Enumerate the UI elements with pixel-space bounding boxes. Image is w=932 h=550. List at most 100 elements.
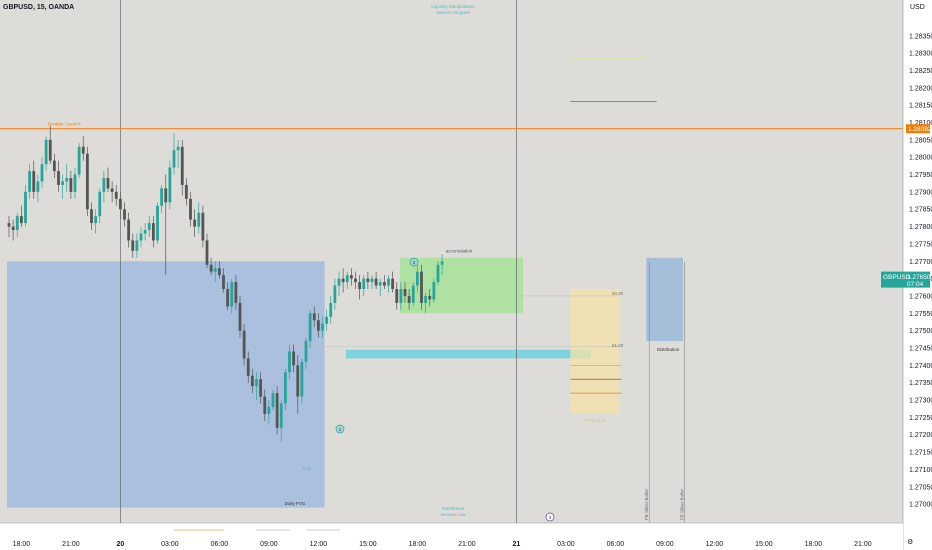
candle-body — [255, 379, 258, 387]
time-tick-2: 20 — [116, 541, 124, 548]
last-price-countdown: 07:04 — [907, 281, 924, 288]
candle-body — [300, 361, 304, 397]
vert-label-1: FB Silver Bullet — [644, 488, 649, 520]
distribution-label: Distribution — [657, 347, 680, 352]
symbol-title[interactable]: GBPUSD, 15, OANDA — [3, 4, 74, 11]
price-tick-19: 1.27400 — [909, 363, 932, 370]
price-tick-21: 1.27300 — [909, 398, 932, 405]
candle-body — [85, 153, 89, 210]
candle-body — [263, 396, 267, 414]
candle-body — [164, 188, 168, 203]
candle-body — [48, 139, 52, 161]
price-tick-2: 1.28250 — [909, 68, 932, 75]
candle-body — [374, 278, 378, 286]
candle-body — [94, 216, 98, 224]
zone-target-box — [570, 289, 620, 414]
price-tick-23: 1.27200 — [909, 432, 932, 439]
price-tick-1: 1.28300 — [909, 51, 932, 58]
candle-body — [57, 171, 60, 185]
time-tick-17: 21:00 — [854, 541, 872, 548]
candle-body — [308, 313, 312, 342]
top-note-2: session Stopped — [436, 10, 470, 15]
candle-body — [197, 212, 201, 227]
candle-body — [411, 285, 415, 303]
price-tick-9: 1.27900 — [909, 189, 932, 196]
time-tick-4: 06:00 — [211, 541, 229, 548]
time-tick-6: 12:00 — [310, 541, 328, 548]
time-tick-9: 21:00 — [458, 541, 476, 548]
candle-body — [226, 289, 230, 307]
settings-icon[interactable]: ⚙ — [907, 538, 913, 546]
candle-body — [358, 282, 362, 290]
candle-body — [275, 393, 279, 428]
last-price-symbol: GBPUSD — [883, 274, 911, 281]
candle-body — [147, 223, 151, 231]
candle-body — [288, 351, 291, 373]
candle-body — [349, 275, 353, 279]
candle-body — [296, 365, 300, 397]
price-tick-16: 1.27550 — [909, 311, 932, 318]
time-scale[interactable] — [0, 523, 903, 550]
candle-body — [151, 223, 155, 241]
candle-body — [366, 278, 370, 283]
candle-body — [217, 268, 221, 276]
candle-body — [81, 146, 85, 154]
last-price-tag: GBPUSD 1.27650 07:04 — [881, 271, 931, 288]
price-tick-24: 1.27150 — [909, 450, 932, 457]
candle-body — [378, 282, 382, 286]
price-tick-17: 1.27500 — [909, 328, 932, 335]
candle-body — [189, 198, 192, 220]
time-tick-12: 06:00 — [607, 541, 625, 548]
candle-body — [415, 271, 419, 286]
time-tick-14: 12:00 — [706, 541, 724, 548]
last-price-value: 1.27650 — [907, 274, 931, 281]
candle-body — [341, 278, 345, 283]
candle-body — [135, 240, 139, 251]
time-tick-8: 18:00 — [409, 541, 427, 548]
candle-body — [98, 191, 102, 217]
candle-body — [279, 403, 283, 428]
marker-2-text: 2 — [413, 260, 416, 265]
candle-body — [106, 178, 110, 189]
time-tick-3: 03:00 — [161, 541, 179, 548]
candle-body — [391, 278, 395, 290]
price-tick-13: 1.27700 — [909, 259, 932, 266]
price-tick-0: 1.28350 — [909, 33, 932, 40]
price-tick-18: 1.27450 — [909, 346, 932, 353]
vert-label-2: FB Silver Bullet — [680, 488, 685, 520]
marker-1-text: 1 — [339, 427, 342, 432]
time-tick-1: 21:00 — [62, 541, 80, 548]
candle-body — [250, 375, 254, 387]
candle-body — [24, 191, 27, 224]
candle-body — [246, 358, 250, 376]
candle-body — [234, 282, 238, 303]
candle-body — [32, 171, 36, 192]
candle-body — [337, 278, 341, 286]
day-separators — [120, 0, 685, 523]
candle-body — [201, 212, 205, 241]
zone-daily-fvg — [6, 261, 325, 508]
candle-body — [172, 150, 176, 168]
candle-body — [36, 181, 40, 192]
candle-body — [15, 216, 19, 231]
bottom-note-1: Distribution — [442, 506, 465, 511]
key-level-label: Breaker / pool H — [48, 122, 81, 127]
candle-body — [424, 295, 428, 303]
candle-body — [436, 264, 440, 283]
candle-body — [61, 181, 65, 185]
time-tick-15: 15:00 — [755, 541, 773, 548]
candle-body — [304, 341, 308, 362]
price-tick-26: 1.27050 — [909, 484, 932, 491]
candle-body — [114, 191, 118, 199]
marker-2 — [409, 257, 419, 267]
candle-body — [259, 379, 263, 397]
candle-body — [7, 223, 11, 227]
candle-body — [312, 313, 316, 321]
candle-body — [230, 282, 234, 307]
candle-body — [267, 406, 271, 414]
candle-body — [403, 289, 407, 296]
time-tick-7: 15:00 — [359, 541, 377, 548]
candle-body — [193, 219, 197, 227]
